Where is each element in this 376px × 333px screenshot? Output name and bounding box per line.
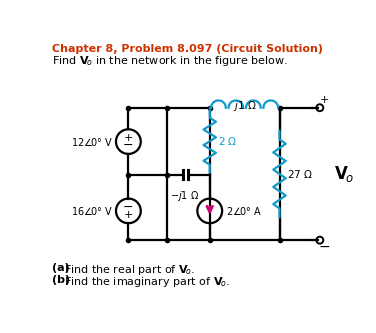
Text: Chapter 8, Problem 8.097 (Circuit Solution): Chapter 8, Problem 8.097 (Circuit Soluti… bbox=[52, 44, 323, 54]
Text: $2\ \Omega$: $2\ \Omega$ bbox=[217, 135, 237, 147]
Text: $\mathbf{V}_{\!\mathit{o}}$: $\mathbf{V}_{\!\mathit{o}}$ bbox=[334, 164, 353, 184]
Text: −: − bbox=[318, 240, 330, 254]
Text: Find $\mathbf{V}_{\!o}$ in the network in the figure below.: Find $\mathbf{V}_{\!o}$ in the network i… bbox=[52, 54, 288, 68]
Text: $27\ \Omega$: $27\ \Omega$ bbox=[287, 168, 313, 180]
Text: $12\angle\!0°\ \mathrm{V}$: $12\angle\!0°\ \mathrm{V}$ bbox=[71, 136, 114, 148]
Text: +: + bbox=[320, 95, 329, 105]
Text: +: + bbox=[124, 133, 133, 143]
Text: Find the real part of $\mathbf{V}_{\!o}$.: Find the real part of $\mathbf{V}_{\!o}$… bbox=[64, 263, 196, 277]
Text: $2\angle\!0°\ \mathrm{A}$: $2\angle\!0°\ \mathrm{A}$ bbox=[226, 205, 262, 217]
Text: +: + bbox=[124, 210, 133, 220]
Text: −: − bbox=[123, 200, 133, 213]
Text: −: − bbox=[123, 139, 133, 152]
Text: $16\angle\!0°\ \mathrm{V}$: $16\angle\!0°\ \mathrm{V}$ bbox=[71, 205, 114, 217]
Text: $-j1\ \Omega$: $-j1\ \Omega$ bbox=[170, 188, 200, 202]
Text: (a): (a) bbox=[52, 263, 70, 273]
Text: $j1\ \Omega$: $j1\ \Omega$ bbox=[233, 99, 256, 113]
Text: (b): (b) bbox=[52, 275, 70, 285]
Text: Find the imaginary part of $\mathbf{V}_{\!o}$.: Find the imaginary part of $\mathbf{V}_{… bbox=[64, 275, 230, 289]
